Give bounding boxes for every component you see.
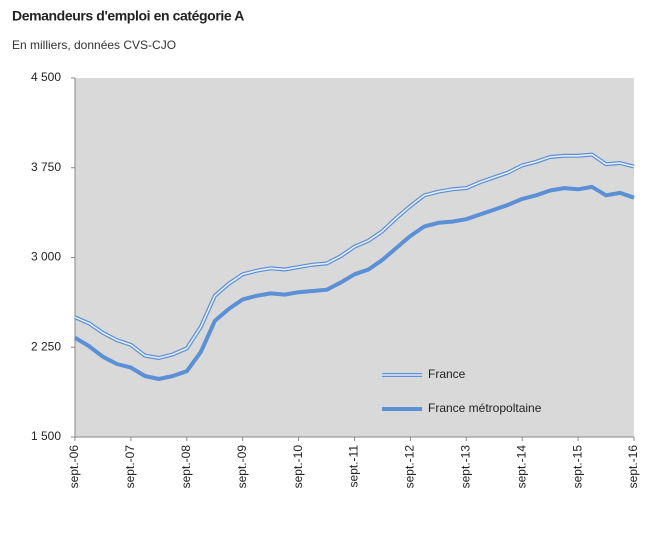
x-tick-label: sept.-10 xyxy=(291,445,305,489)
y-tick-label: 3 750 xyxy=(31,160,61,174)
y-tick-label: 1 500 xyxy=(31,429,61,443)
x-tick-label: sept.-06 xyxy=(67,445,81,489)
x-tick-label: sept.-12 xyxy=(403,445,417,489)
x-tick-label: sept.-08 xyxy=(179,445,193,489)
x-tick-label: sept.-15 xyxy=(570,445,584,489)
x-tick-label: sept.-09 xyxy=(235,445,249,489)
x-tick-label: sept.-14 xyxy=(514,445,528,489)
series-line xyxy=(73,184,635,381)
legend-label: France xyxy=(428,367,466,381)
chart-title: Demandeurs d'emploi en catégorie A xyxy=(12,8,244,24)
y-tick-label: 4 500 xyxy=(31,70,61,84)
x-tick-label: sept.-16 xyxy=(626,445,640,489)
x-tick-label: sept.-13 xyxy=(458,445,472,489)
plot-area xyxy=(75,78,634,437)
x-tick-label: sept.-11 xyxy=(347,445,361,488)
y-tick-label: 3 000 xyxy=(31,250,61,264)
chart-subtitle: En milliers, données CVS-CJO xyxy=(12,38,176,52)
x-tick-label: sept.-07 xyxy=(123,445,137,489)
legend-label: France métropoltaine xyxy=(428,401,542,415)
series-line-inner xyxy=(74,153,635,359)
y-tick-label: 2 250 xyxy=(31,339,61,353)
